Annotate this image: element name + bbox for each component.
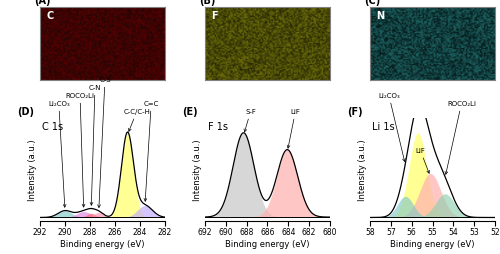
Text: F 1s: F 1s	[208, 121, 228, 131]
Text: ROCO₂Li: ROCO₂Li	[66, 92, 94, 207]
Text: C-N: C-N	[89, 84, 101, 205]
Text: Li₃N: Li₃N	[0, 253, 1, 254]
Text: N: N	[376, 11, 384, 21]
Text: (A): (A)	[34, 0, 50, 6]
X-axis label: Binding energy (eV): Binding energy (eV)	[390, 239, 475, 248]
Y-axis label: Intensity (a.u.): Intensity (a.u.)	[193, 139, 202, 200]
Text: (F): (F)	[348, 106, 363, 116]
X-axis label: Binding energy (eV): Binding energy (eV)	[225, 239, 310, 248]
Text: Li₂CO₃: Li₂CO₃	[48, 100, 70, 207]
Text: ROCO₂Li: ROCO₂Li	[445, 100, 476, 174]
Y-axis label: Intensity (a.u.): Intensity (a.u.)	[28, 139, 37, 200]
Text: S-F: S-F	[244, 108, 256, 132]
Text: Li 1s: Li 1s	[372, 121, 395, 131]
Text: (D): (D)	[18, 106, 34, 116]
Text: (C): (C)	[364, 0, 380, 6]
Text: LiF: LiF	[415, 147, 430, 173]
Text: C: C	[46, 11, 54, 21]
Text: Li₂CO₃: Li₂CO₃	[378, 92, 406, 162]
Text: C=C: C=C	[144, 100, 159, 201]
Text: F: F	[212, 11, 218, 21]
Text: C-S: C-S	[98, 76, 111, 208]
X-axis label: Binding energy (eV): Binding energy (eV)	[60, 239, 145, 248]
Y-axis label: Intensity (a.u.): Intensity (a.u.)	[358, 139, 367, 200]
Text: LiF: LiF	[287, 108, 300, 149]
Text: (E): (E)	[182, 106, 198, 116]
Text: C 1s: C 1s	[42, 121, 64, 131]
Text: (B): (B)	[199, 0, 215, 6]
Text: C-C/C-H: C-C/C-H	[124, 108, 150, 132]
